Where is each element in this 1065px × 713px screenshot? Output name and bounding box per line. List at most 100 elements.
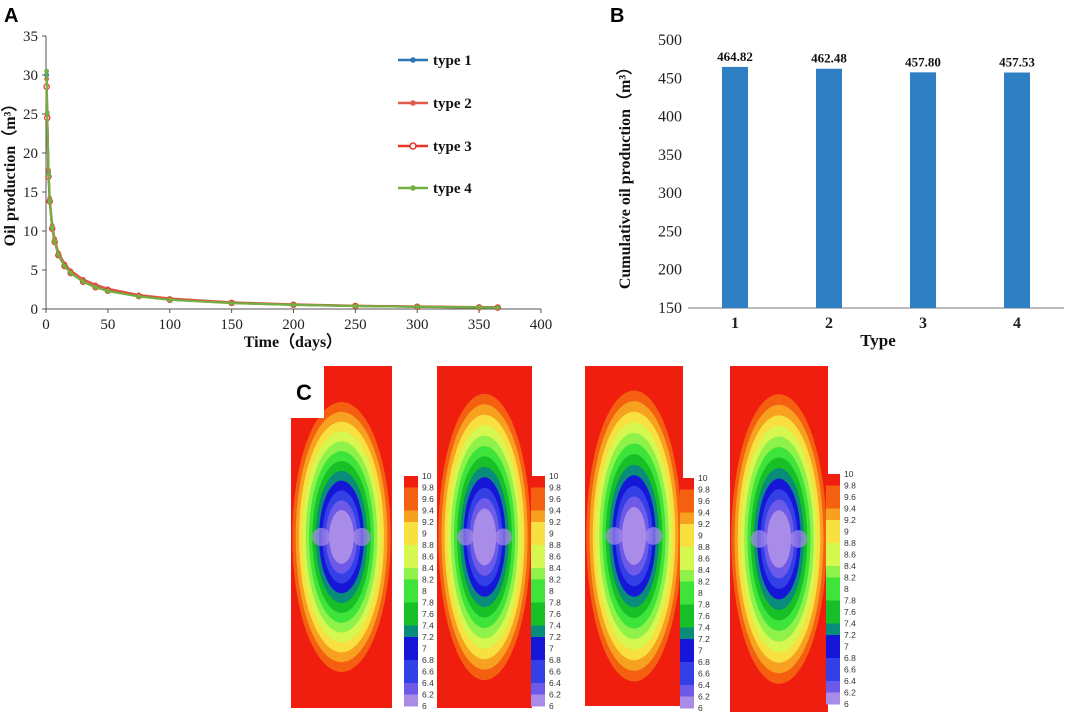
chart-a-legend: type 1 type 2 type 3 type 4 (398, 53, 472, 197)
colorbar-tick-label: 9.2 (698, 519, 710, 529)
chart-b-bars: 464.82 1 462.48 2 457.80 3 457.53 4 (717, 49, 1035, 332)
chart-a-point-type-4 (47, 198, 53, 203)
chart-b-x-tick-label: 3 (919, 315, 927, 332)
colorbar-tick-label: 10 (698, 473, 708, 483)
chart-a-x-tick-label: 0 (42, 317, 50, 333)
chart-a-series-line-type-1 (45, 74, 498, 309)
colorbar-tick-label: 6.2 (844, 688, 856, 698)
chart-a-y-tick-label: 25 (23, 107, 38, 123)
colorbar-swatch (826, 543, 840, 555)
colorbar-tick-label: 9.2 (549, 517, 561, 527)
colorbar-tick-label: 7.8 (549, 598, 561, 608)
chart-c: 109.89.69.49.298.88.68.48.287.87.67.47.2… (291, 366, 856, 713)
colorbar-swatch (531, 579, 545, 592)
chart-a-series-line-type-3 (45, 86, 498, 309)
colorbar-3: 10 9.89.6 9.49.2 98.8 8.68.4 8.28 7.87.6 7.47.2… (680, 473, 710, 713)
colorbar-swatch (680, 478, 694, 490)
chart-a-x-tick-label: 250 (344, 317, 367, 333)
chart-b-x-tick-label: 4 (1013, 315, 1021, 332)
chart-a-point-type-4 (49, 225, 55, 231)
chart-b-bar-type-1 (722, 66, 748, 308)
colorbar-swatch (826, 566, 840, 578)
colorbar-tick-label: 9.2 (422, 517, 434, 527)
panel-a-label: A (4, 5, 18, 27)
chart-a-series-line-type-4 (45, 71, 498, 309)
heatmap-core (770, 530, 788, 548)
colorbar-tick-label: 9.2 (844, 515, 856, 525)
colorbar-swatch (826, 612, 840, 624)
colorbar-tick-label: 7.2 (698, 634, 710, 644)
colorbar-swatch (404, 533, 418, 546)
colorbar-swatch (680, 696, 694, 709)
colorbar-tick-label: 6.6 (698, 669, 710, 679)
colorbar-swatch (531, 476, 545, 488)
colorbar-tick-label: 6 (844, 699, 849, 709)
colorbar-tick-label: 6.2 (698, 692, 710, 702)
colorbar-tick-label: 8.4 (698, 565, 710, 575)
colorbar-tick-label: 6.8 (844, 653, 856, 663)
chart-a-x-axis-title: Time（days） (244, 333, 342, 351)
colorbar-tick-label: 6.6 (422, 667, 434, 677)
colorbar-swatch (404, 671, 418, 684)
chart-b-y-tick-label: 250 (658, 223, 682, 240)
colorbar-swatch (531, 602, 545, 615)
chart-a-point-type-4 (167, 297, 173, 303)
chart-a-point-type-4 (476, 305, 482, 310)
colorbar-swatch (680, 535, 694, 548)
colorbar-swatch (531, 683, 545, 695)
chart-a-point-type-4 (414, 304, 420, 310)
colorbar-tick-label: 8.4 (844, 561, 856, 571)
colorbar-tick-label: 9.8 (422, 483, 434, 493)
chart-b-y-tick-label: 450 (658, 70, 682, 87)
chart-a-x-tick-label: 100 (159, 317, 182, 333)
colorbar-swatch (680, 650, 694, 663)
colorbar-swatch (404, 625, 418, 638)
colorbar-swatch (404, 602, 418, 615)
heatmap-core (644, 527, 663, 545)
colorbar-swatch (404, 556, 418, 569)
heatmap-2 (437, 366, 532, 708)
heatmap-core (605, 527, 624, 545)
colorbar-tick-label: 8.8 (422, 540, 434, 550)
chart-a-point-type-4 (93, 284, 98, 290)
chart-b-y-tick-label: 300 (658, 185, 682, 202)
chart-a-point-type-4 (352, 303, 358, 309)
colorbar-swatch (826, 554, 840, 567)
colorbar-tick-label: 9.6 (549, 494, 561, 504)
colorbar-tick-label: 7 (549, 644, 554, 654)
chart-a-series-line-type-2 (45, 78, 498, 309)
colorbar-swatch (531, 671, 545, 684)
colorbar-tick-label: 6.8 (698, 657, 710, 667)
colorbar-swatch (680, 593, 694, 605)
colorbar-tick-label: 8.4 (422, 563, 434, 573)
colorbar-tick-label: 10 (844, 469, 854, 479)
colorbar-swatch (404, 579, 418, 592)
chart-b-bar-type-2 (816, 68, 842, 308)
colorbar-tick-label: 9.6 (698, 496, 710, 506)
colorbar-swatch (826, 623, 840, 636)
chart-a-point-type-4 (229, 300, 235, 306)
colorbar-tick-label: 8.8 (844, 538, 856, 548)
chart-b-y-tick-label: 350 (658, 147, 682, 164)
chart-b-y-tick-label: 400 (658, 109, 682, 126)
chart-b-y-tick-label: 150 (658, 300, 682, 317)
chart-a-legend-label-type-3: type 3 (433, 139, 472, 155)
colorbar-tick-label: 7.6 (549, 609, 561, 619)
colorbar-swatch (826, 658, 840, 670)
colorbar-2: 10 9.89.6 9.49.2 98.8 8.68.4 8.28 7.87.6 7.47.2… (531, 471, 561, 711)
panel-c-label-box (290, 366, 324, 418)
colorbar-tick-label: 9.4 (549, 506, 561, 516)
colorbar-tick-label: 8 (422, 586, 427, 596)
colorbar-swatch (404, 591, 418, 603)
colorbar-tick-label: 8.4 (549, 563, 561, 573)
colorbar-swatch (826, 635, 840, 647)
colorbar-swatch (531, 487, 545, 500)
colorbar-tick-label: 9.6 (422, 494, 434, 504)
colorbar-swatch (826, 646, 840, 659)
colorbar-tick-label: 7.6 (422, 609, 434, 619)
colorbar-tick-label: 8.6 (698, 554, 710, 564)
chart-b-x-tick-label: 2 (825, 315, 833, 332)
colorbar-swatch (531, 556, 545, 569)
